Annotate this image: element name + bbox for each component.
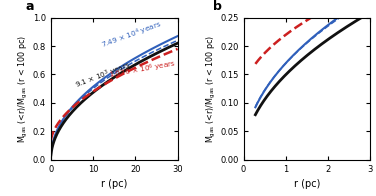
X-axis label: r (pc): r (pc) [294, 179, 320, 189]
Text: a: a [26, 0, 34, 13]
Text: 7.49 × 10$^4$ years: 7.49 × 10$^4$ years [99, 19, 163, 53]
Text: 9.1 × 10$^3$ years: 9.1 × 10$^3$ years [74, 60, 133, 92]
Text: 1.036 × 10$^6$ years: 1.036 × 10$^6$ years [108, 58, 177, 82]
Y-axis label: M$_{\rm gas}$ (<r)/M$_{\rm gas}$ (r < 100 pc): M$_{\rm gas}$ (<r)/M$_{\rm gas}$ (r < 10… [205, 35, 218, 143]
X-axis label: r (pc): r (pc) [101, 179, 127, 189]
Y-axis label: M$_{\rm gas}$ (<r)/M$_{\rm gas}$ (r < 100 pc): M$_{\rm gas}$ (<r)/M$_{\rm gas}$ (r < 10… [17, 35, 30, 143]
Text: b: b [213, 0, 222, 13]
